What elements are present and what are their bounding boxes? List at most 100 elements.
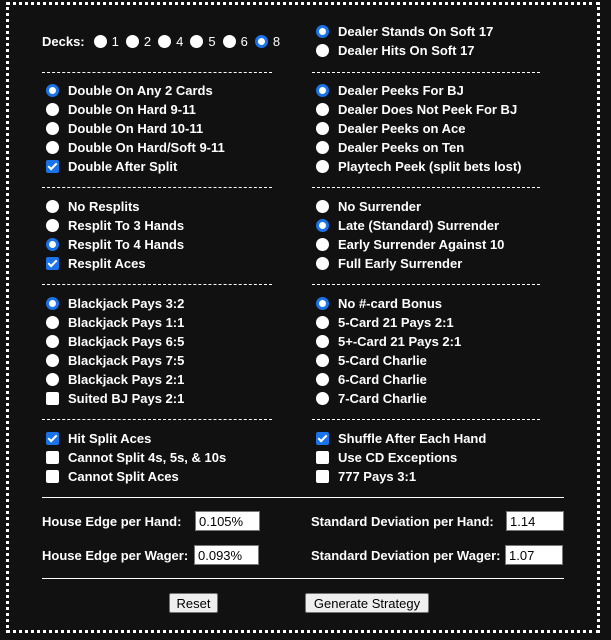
- option-dealer-stands-on-soft-17[interactable]: Dealer Stands On Soft 17: [312, 22, 493, 41]
- option-late-standard-surrender[interactable]: Late (Standard) Surrender: [312, 216, 504, 235]
- radio-button[interactable]: [222, 35, 236, 48]
- radio-button[interactable]: [316, 297, 329, 310]
- radio-button[interactable]: [316, 219, 329, 232]
- option-5-card-21-pays-2-1[interactable]: 5+-Card 21 Pays 2:1: [312, 332, 461, 351]
- divider: [42, 497, 564, 498]
- radio-button[interactable]: [316, 316, 329, 329]
- std-dev-wager-label: Standard Deviation per Wager:: [311, 547, 501, 563]
- deck-option-8[interactable]: 8: [250, 34, 280, 49]
- radio-button[interactable]: [46, 219, 59, 232]
- radio-button[interactable]: [46, 200, 59, 213]
- checkbox[interactable]: [46, 470, 59, 483]
- decks-label: Decks:: [42, 34, 85, 49]
- radio-button[interactable]: [316, 200, 329, 213]
- option-dealer-does-not-peek-for-bj[interactable]: Dealer Does Not Peek For BJ: [312, 100, 522, 119]
- option-hit-split-aces[interactable]: Hit Split Aces: [42, 429, 226, 448]
- option-blackjack-pays-3-2[interactable]: Blackjack Pays 3:2: [42, 294, 184, 313]
- radio-button[interactable]: [316, 44, 329, 57]
- radio-button[interactable]: [46, 84, 59, 97]
- option-double-on-hard-10-11[interactable]: Double On Hard 10-11: [42, 119, 225, 138]
- option-no-surrender[interactable]: No Surrender: [312, 197, 504, 216]
- std-dev-hand-field[interactable]: [506, 511, 564, 531]
- option-use-cd-exceptions[interactable]: Use CD Exceptions: [312, 448, 486, 467]
- checkbox[interactable]: [316, 470, 329, 483]
- option-5-card-charlie[interactable]: 5-Card Charlie: [312, 351, 461, 370]
- deck-option-2[interactable]: 2: [121, 34, 151, 49]
- radio-button[interactable]: [254, 35, 268, 48]
- checkbox[interactable]: [46, 392, 59, 405]
- radio-button[interactable]: [46, 141, 59, 154]
- deck-option-1[interactable]: 1: [89, 34, 119, 49]
- option-early-surrender-against-10[interactable]: Early Surrender Against 10: [312, 235, 504, 254]
- radio-button[interactable]: [316, 257, 329, 270]
- option-777-pays-3-1[interactable]: 777 Pays 3:1: [312, 467, 486, 486]
- radio-button[interactable]: [93, 35, 107, 48]
- option-no-resplits[interactable]: No Resplits: [42, 197, 184, 216]
- radio-button[interactable]: [316, 238, 329, 251]
- radio-button[interactable]: [46, 373, 59, 386]
- option-no-card-bonus[interactable]: No #-card Bonus: [312, 294, 461, 313]
- option-resplit-to-3-hands[interactable]: Resplit To 3 Hands: [42, 216, 184, 235]
- checkbox[interactable]: [316, 432, 329, 445]
- option-label: Late (Standard) Surrender: [338, 218, 500, 233]
- deck-option-label: 6: [240, 34, 248, 49]
- option-dealer-peeks-for-bj[interactable]: Dealer Peeks For BJ: [312, 81, 522, 100]
- option-double-on-any-2-cards[interactable]: Double On Any 2 Cards: [42, 81, 225, 100]
- option-dealer-hits-on-soft-17[interactable]: Dealer Hits On Soft 17: [312, 41, 493, 60]
- option-double-after-split[interactable]: Double After Split: [42, 157, 225, 176]
- radio-button[interactable]: [46, 238, 59, 251]
- radio-button[interactable]: [46, 103, 59, 116]
- radio-button[interactable]: [46, 316, 59, 329]
- radio-button[interactable]: [316, 25, 329, 38]
- option-cannot-split-aces[interactable]: Cannot Split Aces: [42, 467, 226, 486]
- option-resplit-aces[interactable]: Resplit Aces: [42, 254, 184, 273]
- radio-button[interactable]: [316, 335, 329, 348]
- option-playtech-peek-split-bets-lost[interactable]: Playtech Peek (split bets lost): [312, 157, 522, 176]
- deck-option-6[interactable]: 6: [218, 34, 248, 49]
- deck-option-5[interactable]: 5: [185, 34, 216, 49]
- checkbox[interactable]: [46, 160, 59, 173]
- radio-button[interactable]: [316, 373, 329, 386]
- radio-button[interactable]: [316, 392, 329, 405]
- option-label: Dealer Stands On Soft 17: [338, 24, 494, 39]
- radio-button[interactable]: [158, 35, 172, 48]
- house-edge-hand-field[interactable]: [195, 511, 260, 531]
- option-shuffle-after-each-hand[interactable]: Shuffle After Each Hand: [312, 429, 486, 448]
- option-blackjack-pays-1-1[interactable]: Blackjack Pays 1:1: [42, 313, 184, 332]
- generate-strategy-button[interactable]: Generate Strategy: [305, 593, 429, 613]
- radio-button[interactable]: [316, 160, 329, 173]
- radio-button[interactable]: [46, 297, 59, 310]
- radio-button[interactable]: [316, 103, 329, 116]
- option-7-card-charlie[interactable]: 7-Card Charlie: [312, 389, 461, 408]
- option-6-card-charlie[interactable]: 6-Card Charlie: [312, 370, 461, 389]
- option-double-on-hard-soft-9-11[interactable]: Double On Hard/Soft 9-11: [42, 138, 225, 157]
- option-blackjack-pays-7-5[interactable]: Blackjack Pays 7:5: [42, 351, 184, 370]
- option-suited-bj-pays-2-1[interactable]: Suited BJ Pays 2:1: [42, 389, 184, 408]
- house-edge-wager-field[interactable]: [194, 545, 259, 565]
- checkbox[interactable]: [46, 432, 59, 445]
- option-double-on-hard-9-11[interactable]: Double On Hard 9-11: [42, 100, 225, 119]
- radio-button[interactable]: [316, 141, 329, 154]
- option-full-early-surrender[interactable]: Full Early Surrender: [312, 254, 504, 273]
- deck-option-4[interactable]: 4: [153, 34, 183, 49]
- checkbox[interactable]: [46, 451, 59, 464]
- radio-button[interactable]: [316, 122, 329, 135]
- radio-button[interactable]: [316, 84, 329, 97]
- reset-button[interactable]: Reset: [169, 593, 218, 613]
- checkbox[interactable]: [46, 257, 59, 270]
- option-dealer-peeks-on-ace[interactable]: Dealer Peeks on Ace: [312, 119, 522, 138]
- radio-button[interactable]: [316, 354, 329, 367]
- radio-button[interactable]: [190, 35, 204, 48]
- option-blackjack-pays-2-1[interactable]: Blackjack Pays 2:1: [42, 370, 184, 389]
- radio-button[interactable]: [46, 354, 59, 367]
- option-dealer-peeks-on-ten[interactable]: Dealer Peeks on Ten: [312, 138, 522, 157]
- radio-button[interactable]: [46, 122, 59, 135]
- option-5-card-21-pays-2-1[interactable]: 5-Card 21 Pays 2:1: [312, 313, 461, 332]
- radio-button[interactable]: [125, 35, 139, 48]
- radio-button[interactable]: [46, 335, 59, 348]
- std-dev-wager-field[interactable]: [505, 545, 563, 565]
- option-resplit-to-4-hands[interactable]: Resplit To 4 Hands: [42, 235, 184, 254]
- option-cannot-split-4s-5s-10s[interactable]: Cannot Split 4s, 5s, & 10s: [42, 448, 226, 467]
- option-blackjack-pays-6-5[interactable]: Blackjack Pays 6:5: [42, 332, 184, 351]
- checkbox[interactable]: [316, 451, 329, 464]
